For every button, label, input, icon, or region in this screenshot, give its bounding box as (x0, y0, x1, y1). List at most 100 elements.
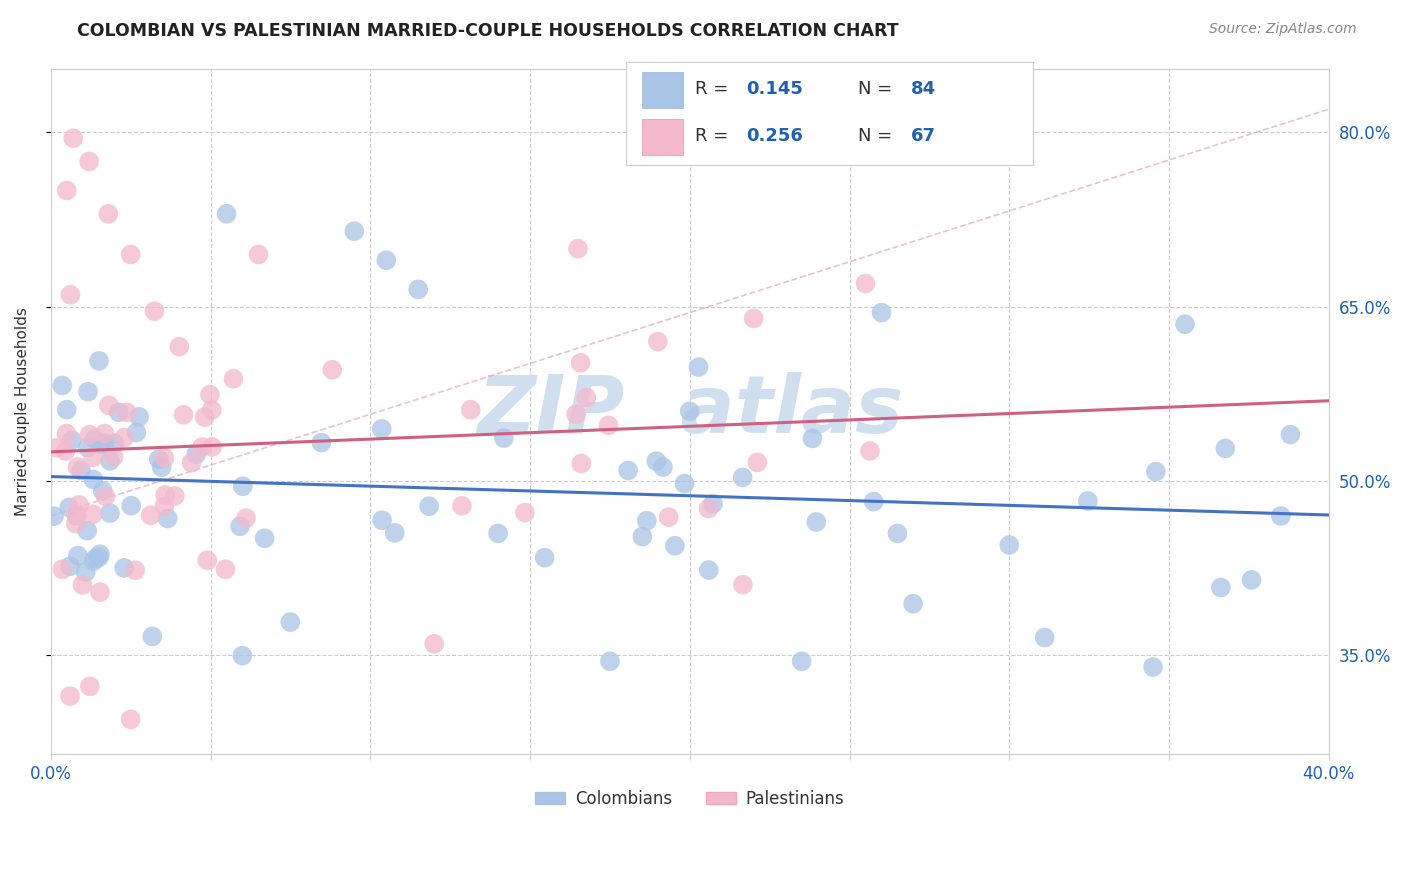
Palestinians (82, 508, 104, 522)
Text: 0.145: 0.145 (747, 80, 803, 98)
Palestinians (598, 418, 620, 433)
Palestinians (191, 440, 214, 454)
Palestinians (77, 154, 100, 169)
Colombians (862, 494, 884, 508)
Palestinians (115, 405, 138, 419)
Text: N =: N = (858, 80, 898, 98)
Colombians (870, 305, 893, 319)
Colombians (688, 360, 710, 375)
Palestinians (201, 403, 224, 417)
Colombians (51, 378, 73, 392)
Colombians (1144, 465, 1167, 479)
Palestinians (859, 444, 882, 458)
Palestinians (79, 679, 101, 693)
Palestinians (247, 247, 270, 261)
Colombians (231, 648, 253, 663)
Palestinians (569, 457, 592, 471)
Legend: Colombians, Palestinians: Colombians, Palestinians (529, 783, 851, 814)
Colombians (66, 508, 89, 523)
Palestinians (423, 637, 446, 651)
Colombians (311, 435, 333, 450)
Colombians (112, 561, 135, 575)
Colombians (55, 402, 77, 417)
Palestinians (55, 444, 77, 458)
Colombians (901, 597, 924, 611)
Colombians (76, 524, 98, 538)
Palestinians (59, 689, 82, 703)
Colombians (87, 354, 110, 368)
Colombians (148, 452, 170, 467)
Palestinians (51, 562, 73, 576)
Text: R =: R = (695, 80, 734, 98)
Palestinians (97, 398, 120, 412)
Colombians (77, 384, 100, 399)
Palestinians (180, 456, 202, 470)
Palestinians (153, 450, 176, 465)
Colombians (1270, 508, 1292, 523)
Palestinians (97, 207, 120, 221)
Colombians (375, 253, 398, 268)
Palestinians (194, 410, 217, 425)
Colombians (91, 483, 114, 498)
Colombians (75, 565, 97, 579)
Palestinians (66, 460, 89, 475)
Colombians (343, 224, 366, 238)
Text: 0.256: 0.256 (747, 128, 803, 145)
Palestinians (731, 577, 754, 591)
Palestinians (124, 563, 146, 577)
Palestinians (82, 450, 104, 465)
Colombians (98, 506, 121, 520)
Colombians (70, 463, 93, 477)
Palestinians (120, 247, 142, 261)
Palestinians (460, 402, 482, 417)
Colombians (998, 538, 1021, 552)
Colombians (60, 434, 83, 448)
Palestinians (62, 131, 84, 145)
Colombians (253, 531, 276, 545)
Palestinians (139, 508, 162, 523)
Colombians (128, 409, 150, 424)
Palestinians (89, 585, 111, 599)
Palestinians (195, 553, 218, 567)
Palestinians (79, 427, 101, 442)
Colombians (232, 479, 254, 493)
Palestinians (112, 431, 135, 445)
Colombians (486, 526, 509, 541)
Colombians (83, 432, 105, 446)
Palestinians (65, 507, 87, 521)
Colombians (156, 511, 179, 525)
Palestinians (153, 488, 176, 502)
Text: R =: R = (695, 128, 734, 145)
Colombians (1174, 317, 1197, 331)
Colombians (229, 519, 252, 533)
Palestinians (103, 450, 125, 464)
Text: 67: 67 (911, 128, 936, 145)
Colombians (1033, 631, 1056, 645)
Palestinians (658, 510, 681, 524)
Colombians (599, 654, 621, 668)
Colombians (664, 539, 686, 553)
Colombians (141, 630, 163, 644)
Colombians (186, 447, 208, 461)
Palestinians (201, 440, 224, 454)
Colombians (107, 405, 129, 419)
Colombians (150, 460, 173, 475)
Palestinians (747, 455, 769, 469)
Colombians (631, 530, 654, 544)
Colombians (42, 509, 65, 524)
Colombians (533, 550, 555, 565)
Palestinians (169, 340, 191, 354)
Colombians (384, 525, 406, 540)
Colombians (673, 476, 696, 491)
Colombians (66, 549, 89, 563)
Colombians (731, 470, 754, 484)
Palestinians (93, 426, 115, 441)
Colombians (98, 454, 121, 468)
Colombians (93, 436, 115, 450)
Palestinians (72, 578, 94, 592)
Colombians (278, 615, 301, 629)
Colombians (702, 497, 724, 511)
Colombians (59, 559, 82, 574)
Text: ZIP  atlas: ZIP atlas (477, 372, 903, 450)
Palestinians (855, 277, 877, 291)
